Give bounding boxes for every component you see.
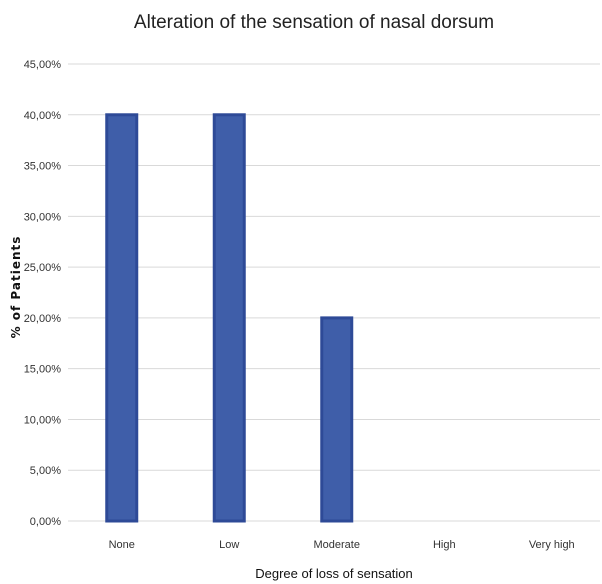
y-tick-label: 25,00% — [24, 262, 62, 274]
y-tick-label: 30,00% — [24, 211, 62, 223]
y-tick-label: 15,00% — [24, 364, 62, 376]
bars — [105, 113, 354, 523]
y-tick-label: 0,00% — [30, 516, 61, 528]
x-tick-label: High — [433, 539, 456, 551]
bar-moderate — [320, 316, 354, 523]
y-tick-label: 45,00% — [24, 59, 62, 71]
y-tick-labels: 0,00% 5,00% 10,00% 15,00% 20,00% 25,00% 30,00%… — [24, 59, 62, 528]
x-tick-label: Low — [219, 539, 239, 551]
y-tick-label: 40,00% — [24, 110, 62, 122]
y-tick-label: 20,00% — [24, 313, 62, 325]
x-tick-label: None — [109, 539, 135, 551]
y-axis-label: % of Patients — [9, 236, 23, 339]
x-axis-label: Degree of loss of sensation — [255, 566, 413, 581]
y-tick-label: 5,00% — [30, 465, 61, 477]
bar-low — [212, 113, 246, 523]
bar-none — [105, 113, 139, 523]
y-tick-label: 35,00% — [24, 161, 62, 173]
x-tick-label: Moderate — [314, 539, 360, 551]
y-tick-label: 10,00% — [24, 414, 62, 426]
x-tick-labels: None Low Moderate High Very high — [109, 539, 575, 551]
chart-title: Alteration of the sensation of nasal dor… — [134, 12, 494, 33]
x-tick-label: Very high — [529, 539, 575, 551]
